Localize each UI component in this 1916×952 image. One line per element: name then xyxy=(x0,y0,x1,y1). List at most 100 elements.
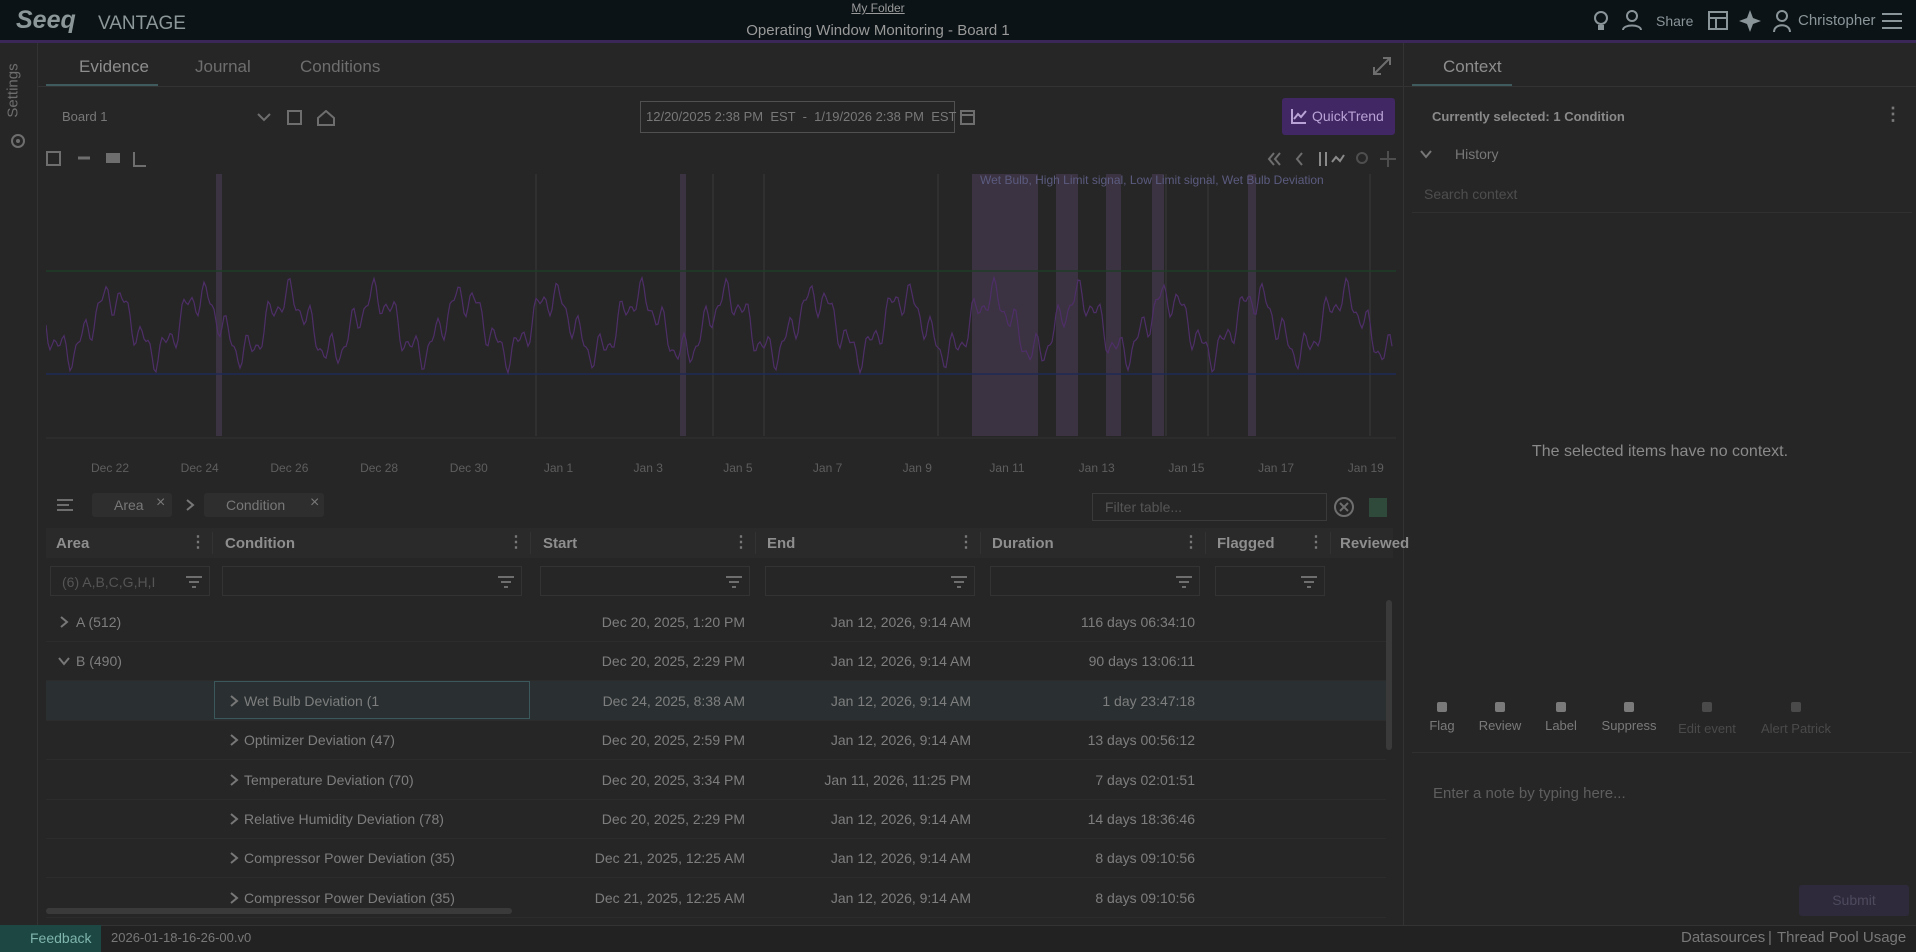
cell-duration: 116 days 06:34:10 xyxy=(1080,614,1195,630)
column-menu[interactable]: ⋮ xyxy=(733,534,749,551)
feedback-button[interactable] xyxy=(0,925,101,952)
expand-icon[interactable] xyxy=(1372,56,1392,76)
tab[interactable]: Conditions xyxy=(300,57,381,76)
column-menu[interactable]: ⋮ xyxy=(190,534,206,551)
row-label[interactable]: Relative Humidity Deviation (78) xyxy=(244,811,444,827)
column-filter[interactable] xyxy=(765,566,975,596)
history-label[interactable]: History xyxy=(1455,146,1499,162)
row-label[interactable]: A (512) xyxy=(76,614,122,630)
cell-end: Jan 11, 2026, 11:25 PM xyxy=(824,771,971,788)
column-menu[interactable]: ⋮ xyxy=(508,534,524,551)
context-action[interactable]: Flag xyxy=(1429,718,1455,733)
menu-icon[interactable] xyxy=(1882,12,1904,30)
row-border xyxy=(46,877,1386,879)
submit-button[interactable] xyxy=(1799,885,1909,916)
context-tab[interactable]: Context xyxy=(1443,57,1502,76)
history-toggle[interactable] xyxy=(1420,148,1432,160)
row-border xyxy=(46,838,1386,839)
context-action[interactable]: Suppress xyxy=(1601,718,1657,733)
context-action[interactable]: Review xyxy=(1478,718,1522,733)
datasources-link[interactable]: Datasources xyxy=(1681,929,1766,946)
remove-chip[interactable]: × xyxy=(310,494,320,511)
x-tick-label: Dec 26 xyxy=(270,461,308,475)
expand-toggle[interactable] xyxy=(228,695,240,707)
grouping-arrow[interactable] xyxy=(184,499,196,511)
table-icons xyxy=(1334,497,1387,517)
column-filter[interactable] xyxy=(1215,566,1325,596)
column-header[interactable]: End xyxy=(767,535,796,552)
user-name[interactable]: Christopher xyxy=(1798,12,1876,29)
expand-toggle[interactable] xyxy=(58,655,70,667)
cell-start: Dec 24, 2025, 8:38 AM xyxy=(602,692,745,709)
search-placeholder[interactable]: Search context xyxy=(1424,186,1518,202)
note-placeholder[interactable]: Enter a note by typing here... xyxy=(1433,785,1626,802)
column-filter[interactable] xyxy=(50,566,210,596)
filter-icon[interactable] xyxy=(186,575,202,589)
chevron xyxy=(230,813,239,825)
filter-icon[interactable] xyxy=(1301,575,1317,589)
filter-icon[interactable] xyxy=(951,575,967,589)
row-label[interactable]: Wet Bulb Deviation (1 xyxy=(244,692,380,709)
context-action[interactable]: Label xyxy=(1545,718,1577,733)
chevron xyxy=(186,499,195,511)
folder-link[interactable]: My Folder xyxy=(851,1,905,15)
row-label[interactable]: Optimizer Deviation (47) xyxy=(244,732,395,749)
tab[interactable]: Journal xyxy=(195,57,251,76)
context-menu[interactable]: ⋮ xyxy=(1884,104,1902,124)
share-button[interactable]: Share xyxy=(1656,13,1694,29)
column-menu[interactable]: ⋮ xyxy=(1308,534,1324,551)
tab[interactable]: Evidence xyxy=(79,57,149,76)
threadpool-link[interactable]: Thread Pool Usage xyxy=(1777,929,1907,946)
x-tick-label: Dec 24 xyxy=(181,461,219,475)
cell-duration: 13 days 00:56:12 xyxy=(1087,732,1195,749)
settings-icon[interactable] xyxy=(8,131,28,151)
column-separator xyxy=(212,532,213,554)
date-range[interactable] xyxy=(640,101,955,133)
column-separator xyxy=(1205,532,1206,554)
filter-lines xyxy=(186,576,202,588)
cell-end: Jan 12, 2026, 9:14 AM xyxy=(830,692,971,709)
expand-toggle[interactable] xyxy=(228,773,240,786)
row-label[interactable]: Temperature Deviation (70) xyxy=(244,771,414,788)
column-header[interactable]: Start xyxy=(543,535,578,552)
v-scrollbar[interactable] xyxy=(1386,600,1392,750)
action-icon[interactable] xyxy=(1495,702,1505,712)
expand-toggle[interactable] xyxy=(58,616,70,628)
expand-toggle[interactable] xyxy=(228,813,240,825)
row-border xyxy=(46,916,1386,918)
remove-chip[interactable]: × xyxy=(156,494,166,511)
column-header[interactable]: Reviewed xyxy=(1340,535,1410,552)
column-header[interactable]: Duration xyxy=(992,535,1054,552)
expand-toggle[interactable] xyxy=(228,892,240,904)
action-icon[interactable] xyxy=(1624,702,1634,712)
column-header[interactable]: Area xyxy=(56,535,90,552)
row-label[interactable]: Compressor Power Deviation (35) xyxy=(244,850,455,867)
brand[interactable]: Seeq xyxy=(16,6,76,34)
column-filter[interactable] xyxy=(540,566,750,596)
grouping-chip[interactable] xyxy=(92,493,172,517)
column-filter[interactable] xyxy=(222,566,522,596)
grouping-chip[interactable] xyxy=(204,493,324,517)
trend-legend: Wet Bulb, High Limit signal, Low Limit s… xyxy=(980,173,1324,187)
calendar-icon[interactable] xyxy=(960,109,976,125)
row-label[interactable]: Compressor Power Deviation (35) xyxy=(244,889,455,906)
filter-icon[interactable] xyxy=(726,575,742,589)
trend-chart: Dec 22 Dec 24 Dec 26 Dec 28 Dec 30 Jan 1 Jan 3… xyxy=(46,174,1396,475)
signal xyxy=(46,275,1393,375)
expand-toggle[interactable] xyxy=(228,852,240,865)
x-tick-label: Dec 30 xyxy=(450,461,488,475)
expand-toggle[interactable] xyxy=(228,734,240,746)
filter-icon[interactable] xyxy=(498,575,514,589)
column-filter[interactable] xyxy=(990,566,1200,596)
column-header[interactable]: Flagged xyxy=(1217,535,1275,552)
filter-input[interactable] xyxy=(1092,493,1327,521)
h-scrollbar[interactable] xyxy=(46,908,512,914)
action-icon[interactable] xyxy=(1437,702,1447,712)
action-icon[interactable] xyxy=(1556,702,1566,712)
column-header[interactable]: Condition xyxy=(225,535,295,552)
settings-label[interactable]: Settings xyxy=(4,63,22,118)
column-menu[interactable]: ⋮ xyxy=(958,534,974,551)
filter-icon[interactable] xyxy=(1176,575,1192,589)
column-menu[interactable]: ⋮ xyxy=(1183,534,1199,551)
row-label[interactable]: B (490) xyxy=(76,653,122,670)
